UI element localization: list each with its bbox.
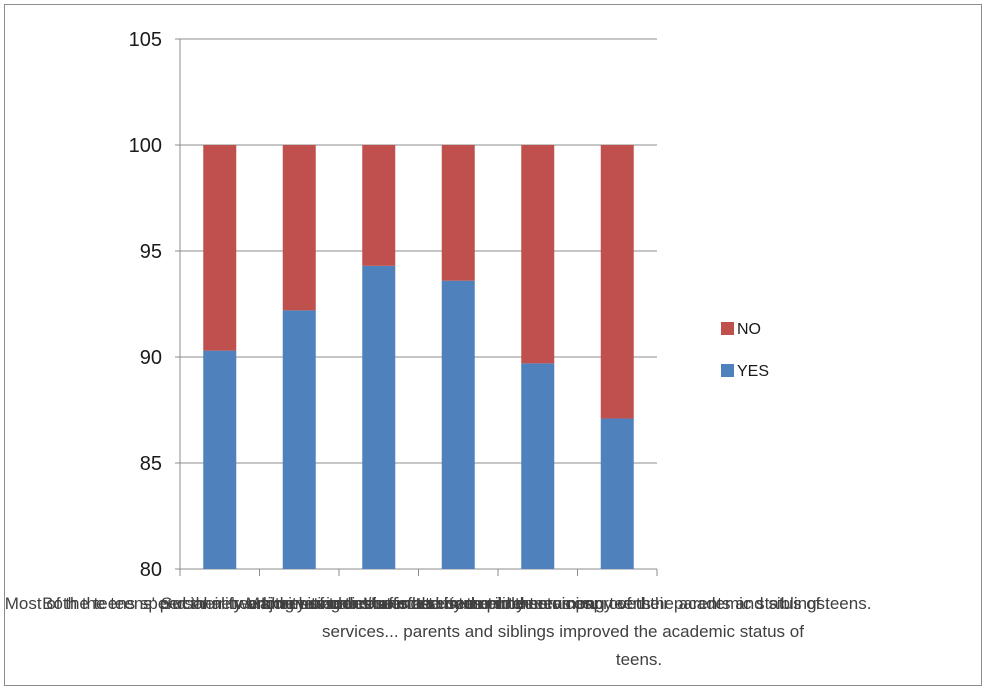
bar-no-6 (600, 145, 634, 419)
y-tick-label-90: 90 (140, 347, 162, 369)
bar-no-2 (282, 145, 316, 311)
bar-yes-3 (362, 265, 396, 569)
legend-swatch-yes (721, 364, 734, 377)
x-category-wrap-line-3: teens. (616, 650, 662, 669)
x-category-labels: Most of the teens spend their free time … (5, 594, 872, 669)
x-category-label-1: Most of the teens spend their free time … (5, 594, 435, 613)
x-category-label-6: Use of the internet by teens improved th… (363, 594, 871, 613)
bar-yes-1 (203, 350, 237, 569)
y-tick-labels: 80 85 90 95 100 105 (129, 29, 162, 581)
legend-swatch-no (721, 322, 734, 335)
x-category-label-4: Internet addiction is a serious problem … (261, 594, 656, 613)
x-category-wrap-line-2: services... parents and siblings improve… (322, 622, 804, 641)
bar-no-3 (362, 145, 396, 266)
y-tick-label-95: 95 (140, 241, 162, 263)
chart-frame: 80 85 90 95 100 105 NO YES Most of the teens s… (4, 4, 982, 686)
stacked-bar-chart: 80 85 90 95 100 105 NO YES Most of the teens s… (5, 29, 872, 669)
bar-no-4 (441, 145, 475, 281)
bars (203, 145, 634, 569)
legend: NO YES (721, 321, 769, 380)
y-tick-label-85: 85 (140, 453, 162, 475)
bar-yes-4 (441, 280, 475, 569)
legend-label-no: NO (737, 321, 761, 338)
x-category-label-3: Social networking sites are the most use… (161, 594, 597, 613)
bar-yes-6 (600, 418, 634, 569)
bar-yes-2 (282, 310, 316, 569)
x-category-label-2: Both the teens' personality and behavior… (42, 594, 556, 613)
bar-no-5 (521, 145, 555, 364)
y-tick-label-80: 80 (140, 559, 162, 581)
gridlines (175, 38, 657, 570)
legend-label-yes: YES (737, 363, 769, 380)
axes (179, 39, 658, 576)
bar-yes-5 (521, 363, 555, 569)
x-category-label-5: Majority of teens use the internet in th… (246, 594, 830, 613)
y-tick-label-105: 105 (129, 29, 162, 51)
y-tick-label-100: 100 (129, 135, 162, 157)
bar-no-1 (203, 145, 237, 351)
